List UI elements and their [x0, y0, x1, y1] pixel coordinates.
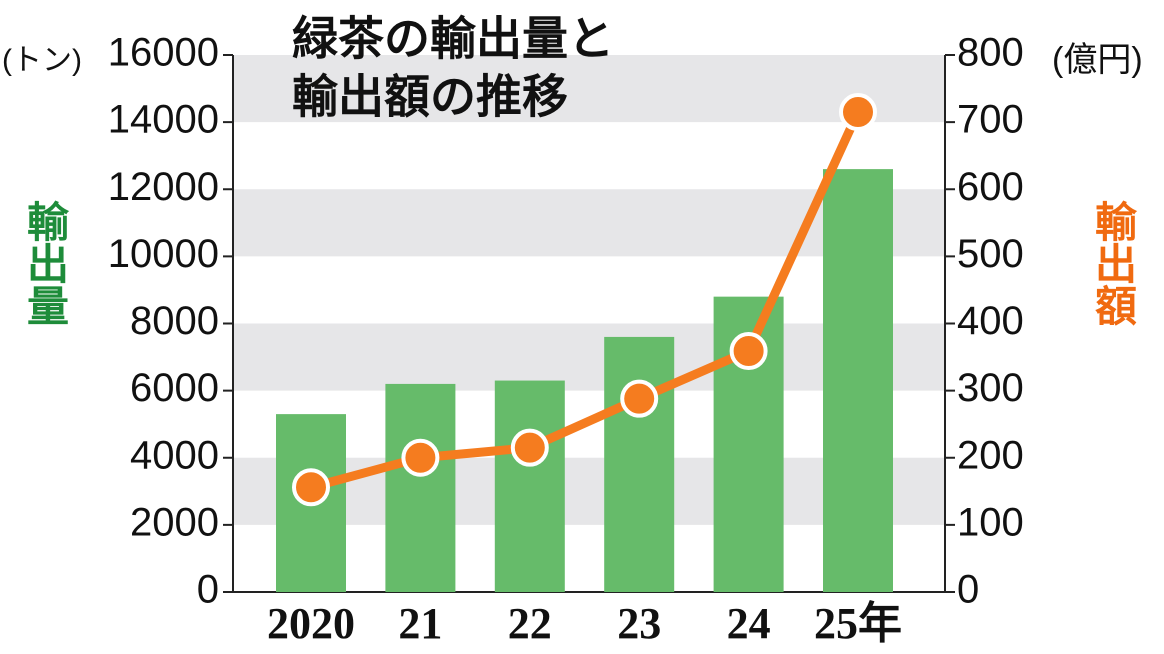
y2-tick-label: 500 — [957, 232, 1024, 276]
line-point — [292, 468, 330, 507]
bar — [604, 336, 675, 592]
y-axis-title: 輸出量 — [21, 200, 70, 326]
x-tick-label: 24 — [727, 599, 771, 648]
bar — [494, 380, 565, 592]
chart-title: 輸出額の推移 — [292, 70, 568, 124]
line-point — [401, 438, 440, 477]
y2-axis-title: 輸出額 — [1089, 200, 1138, 326]
x-tick-label: 25年 — [814, 599, 902, 648]
y2-tick-label: 300 — [957, 366, 1024, 410]
x-tick-label: 23 — [617, 599, 661, 648]
line-point — [510, 428, 549, 467]
y2-tick-label: 700 — [957, 98, 1024, 142]
y2-tick-label: 200 — [957, 433, 1024, 477]
y2-unit: (億円) — [1052, 41, 1143, 79]
y-tick-label: 10000 — [108, 232, 219, 276]
x-tick-label: 22 — [508, 599, 552, 648]
chart-title: 緑茶の輸出量と — [292, 12, 614, 66]
y2-tick-label: 800 — [957, 31, 1024, 75]
y2-tick-label: 600 — [957, 165, 1024, 209]
y-tick-label: 0 — [197, 568, 219, 612]
line-point — [729, 332, 768, 371]
y-tick-label: 8000 — [130, 299, 219, 343]
y-unit: (トン) — [2, 44, 82, 77]
y2-tick-label: 100 — [957, 500, 1024, 544]
x-tick-label: 21 — [398, 599, 442, 648]
x-tick-label: 2020 — [267, 599, 355, 648]
grid-band — [233, 55, 945, 123]
line-point — [620, 379, 659, 418]
y-tick-label: 2000 — [130, 500, 219, 544]
y-tick-label: 16000 — [108, 31, 219, 75]
y-tick-label: 6000 — [130, 366, 219, 410]
y2-tick-label: 400 — [957, 299, 1024, 343]
y-tick-label: 12000 — [108, 165, 219, 209]
y-tick-label: 14000 — [108, 98, 219, 142]
y2-tick-label: 0 — [957, 568, 979, 612]
line-point — [839, 93, 877, 132]
y-tick-label: 4000 — [130, 433, 219, 477]
bar — [385, 383, 456, 592]
bar — [823, 169, 893, 593]
